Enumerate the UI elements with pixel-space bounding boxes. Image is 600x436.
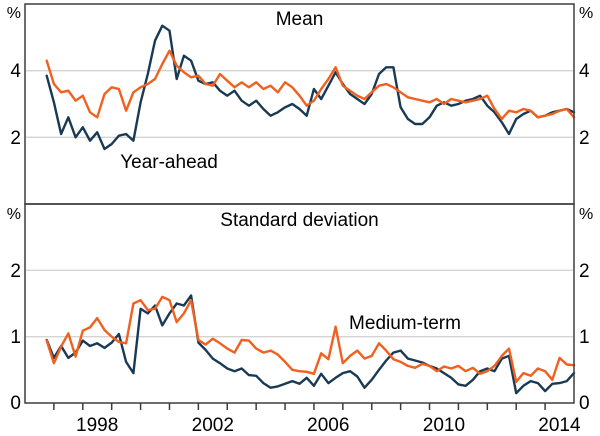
xtick-label-1998: 1998 <box>76 415 118 436</box>
yaxis-percent-top-left: % <box>7 5 21 22</box>
line-year-ahead <box>45 294 576 395</box>
ytick-bottom-right-0: 0 <box>579 393 590 414</box>
ytick-bottom-left-0: 0 <box>10 393 21 414</box>
ytick-bottom-right-1: 1 <box>579 327 590 348</box>
line-year-ahead <box>45 24 576 151</box>
line-medium-term <box>45 49 576 121</box>
ytick-top-right-4: 4 <box>579 61 590 82</box>
line-medium-term <box>45 295 576 383</box>
ytick-top-left-4: 4 <box>10 61 21 82</box>
series-label-medium-term: Medium-term <box>349 313 461 334</box>
panel-frame-1 <box>24 203 575 404</box>
ytick-bottom-left-1: 1 <box>10 327 21 348</box>
series-layer <box>45 24 576 395</box>
xtick-label-2010: 2010 <box>423 415 465 436</box>
yaxis-percent-bottom-left: % <box>7 206 21 223</box>
ytick-top-right-2: 2 <box>579 128 590 149</box>
yaxis-percent-bottom-right: % <box>579 206 593 223</box>
series-label-year-ahead: Year-ahead <box>120 152 218 173</box>
ytick-bottom-left-2: 2 <box>10 261 21 282</box>
ytick-bottom-right-2: 2 <box>579 261 590 282</box>
ytick-top-left-2: 2 <box>10 128 21 149</box>
frame-layer <box>24 3 575 404</box>
yaxis-percent-top-right: % <box>579 5 593 22</box>
panel-title-mean: Mean <box>276 9 324 30</box>
panel-title-standard-deviation: Standard deviation <box>220 210 378 231</box>
xaxis-ticks-layer <box>53 403 546 410</box>
xtick-label-2014: 2014 <box>538 415 581 436</box>
xtick-label-2002: 2002 <box>192 415 234 436</box>
xtick-label-2006: 2006 <box>307 415 349 436</box>
